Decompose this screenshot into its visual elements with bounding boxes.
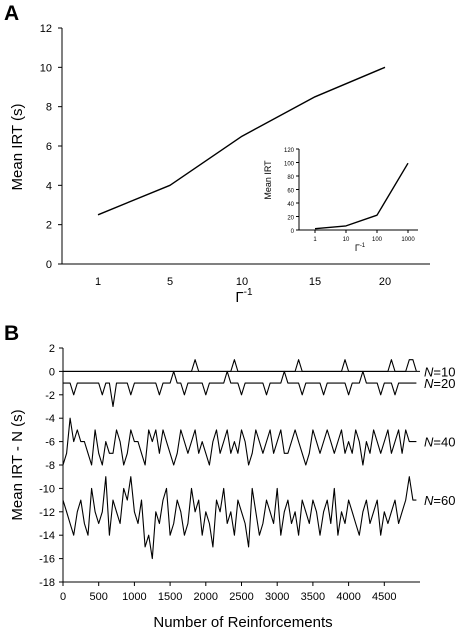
panel-a-y-ticks: 0 2 4 6 8 10 12 (40, 23, 62, 271)
inset-x-tick-label: 10 (343, 237, 350, 243)
series-label-prefix: N (424, 493, 434, 508)
panel-b-x-tick-label: 2000 (194, 591, 218, 603)
inset-y-tick-label: 80 (287, 175, 294, 181)
panel-b-y-tick-label: -10 (39, 483, 55, 495)
panel-b-x-tick-label: 2500 (229, 591, 253, 603)
series-label-n-20: N=20 (424, 376, 455, 391)
panel-a-letter: A (4, 2, 19, 25)
inset-y-tick-label: 0 (291, 229, 295, 235)
panel-b-y-tick-label: -4 (45, 413, 55, 425)
panel-a-x-tick-label: 1 (95, 276, 101, 288)
series-label-prefix: N (424, 376, 434, 391)
panel-a-x-axis-label: Γ-1 (235, 287, 253, 306)
series-label-value: =40 (433, 435, 455, 450)
series-label-value: =60 (433, 493, 455, 508)
panel-b-letter: B (4, 322, 19, 345)
series-line-n-60 (62, 476, 417, 560)
panel-b-y-axis-label: Mean IRT - N (s) (9, 409, 26, 520)
panel-a-x-ticks: 1 5 10 15 20 (95, 276, 391, 288)
panel-b-x-tick-label: 500 (90, 591, 108, 603)
inset-x-tick-label: 100 (372, 237, 383, 243)
inset-x-tick-label: 1 (313, 237, 317, 243)
panel-b-x-tick-label: 4500 (372, 591, 396, 603)
inset-x-axis-label-exponent: -1 (360, 243, 366, 249)
panel-a-x-tick-label: 5 (167, 276, 173, 288)
inset-x-tick-label: 1000 (401, 237, 415, 243)
series-label-n-40: N=40 (424, 435, 455, 450)
series-line-n-10 (63, 359, 417, 372)
panel-a-x-tick-label: 20 (379, 276, 391, 288)
series-label-value: =10 (433, 364, 455, 379)
panel-a-y-axis-label: Mean IRT (s) (9, 104, 26, 191)
inset-y-tick-label: 100 (284, 162, 295, 168)
panel-b-y-tick-label: -18 (39, 577, 55, 589)
panel-b-x-ticks: 0 500 1000 1500 2000 2500 3000 3500 4000 4500 (60, 582, 397, 603)
panel-b-x-axis-label: Number of Reinforcements (153, 614, 332, 631)
panel-b-y-ticks: 2 0 -2 -4 -6 -8 -10 -12 -14 -16 -18 (39, 343, 63, 589)
inset-x-axis-label-symbol: Γ (355, 243, 360, 253)
panel-b-y-tick-label: -16 (39, 554, 55, 566)
panel-b-y-tick-label: -14 (39, 530, 55, 542)
panel-b-x-tick-label: 3000 (265, 591, 289, 603)
panel-b-x-tick-label: 4000 (336, 591, 360, 603)
panel-a-y-tick-label: 4 (46, 180, 52, 192)
inset-y-tick-label: 40 (287, 202, 294, 208)
panel-b-x-tick-label: 1500 (158, 591, 182, 603)
series-line-n-20 (63, 370, 417, 408)
inset-y-ticks: 0 20 40 60 80 100 120 (284, 148, 299, 235)
series-label-prefix: N (424, 364, 434, 379)
inset-x-ticks: 1 10 100 1000 (313, 230, 415, 243)
panel-b-series (62, 359, 417, 560)
series-line-n-40 (62, 417, 417, 466)
panel-b-x-tick-label: 1000 (122, 591, 146, 603)
panel-b-y-tick-label: -2 (45, 390, 55, 402)
panel-b-series-labels: N=10N=20N=40N=60 (424, 364, 455, 508)
inset-y-tick-label: 120 (284, 148, 295, 154)
panel-b-x-tick-label: 0 (60, 591, 66, 603)
panel-a-x-tick-label: 15 (309, 276, 321, 288)
series-label-n-60: N=60 (424, 493, 455, 508)
panel-a-y-tick-label: 12 (40, 23, 52, 35)
panel-a-x-tick-label: 10 (236, 276, 248, 288)
panel-a-y-tick-label: 0 (46, 259, 52, 271)
panel-b-y-tick-label: 0 (49, 366, 55, 378)
inset-y-tick-label: 20 (287, 216, 294, 222)
inset-y-tick-label: 60 (287, 189, 294, 195)
panel-b-y-tick-label: -6 (45, 437, 55, 449)
series-label-prefix: N (424, 435, 434, 450)
panel-a-x-axis-label-symbol: Γ (235, 289, 243, 306)
panel-b-x-tick-label: 3500 (301, 591, 325, 603)
panel-a-series-line (97, 66, 386, 216)
panel-b-y-tick-label: 2 (49, 343, 55, 355)
inset-x-axis-label: Γ-1 (355, 243, 366, 253)
panel-a-y-tick-label: 8 (46, 102, 52, 114)
panel-b: B 2 0 -2 -4 -6 -8 -10 -12 -14 -16 -18 0 500 1000 1500… (4, 322, 455, 631)
inset-series-line (314, 162, 409, 230)
panel-b-y-tick-label: -12 (39, 507, 55, 519)
series-label-value: =20 (433, 376, 455, 391)
panel-b-y-tick-label: -8 (45, 460, 55, 472)
inset-y-axis-label: Mean IRT (263, 160, 273, 200)
panel-a-y-tick-label: 2 (46, 220, 52, 232)
panel-a-x-axis-label-exponent: -1 (244, 287, 253, 298)
panel-a-y-tick-label: 10 (40, 62, 52, 74)
panel-a-y-tick-label: 6 (46, 141, 52, 153)
series-label-n-10: N=10 (424, 364, 455, 379)
